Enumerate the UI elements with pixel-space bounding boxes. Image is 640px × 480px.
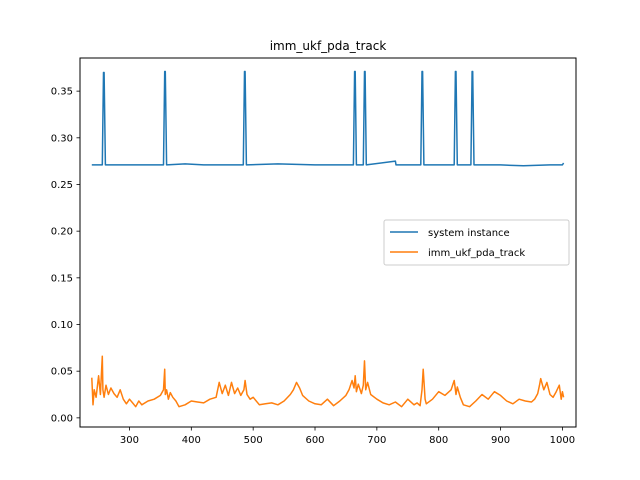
x-tick-label: 900	[491, 435, 510, 446]
y-tick-label: 0.00	[51, 413, 73, 424]
y-tick-label: 0.35	[51, 87, 73, 98]
y-tick-label: 0.20	[51, 227, 73, 238]
legend: system instance imm_ukf_pda_track	[383, 219, 570, 266]
legend-label: system instance	[428, 228, 510, 239]
series-line-2	[91, 355, 565, 408]
x-tick-label: 500	[244, 435, 263, 446]
chart-title: imm_ukf_pda_track	[270, 39, 387, 53]
x-tick-label: 600	[305, 435, 324, 446]
x-tick-label: 300	[120, 435, 139, 446]
x-tick-label: 1000	[550, 435, 575, 446]
axes-layer: 300 400 500 600 700 800 900 1000 0.00 0.05 0.10 0.1…	[51, 87, 575, 446]
x-tick-label: 700	[367, 435, 386, 446]
x-tick-label: 800	[429, 435, 448, 446]
y-tick-label: 0.30	[51, 133, 73, 144]
y-tick-label: 0.25	[51, 180, 73, 191]
legend-box	[383, 219, 570, 266]
plot-area-frame	[79, 57, 577, 428]
x-tick-label: 400	[182, 435, 201, 446]
legend-label: imm_ukf_pda_track	[428, 248, 525, 259]
y-tick-label: 0.10	[51, 320, 73, 331]
y-tick-label: 0.15	[51, 273, 73, 284]
y-tick-label: 0.05	[51, 367, 73, 378]
series-line-1	[91, 70, 565, 167]
series-layer	[91, 70, 565, 408]
